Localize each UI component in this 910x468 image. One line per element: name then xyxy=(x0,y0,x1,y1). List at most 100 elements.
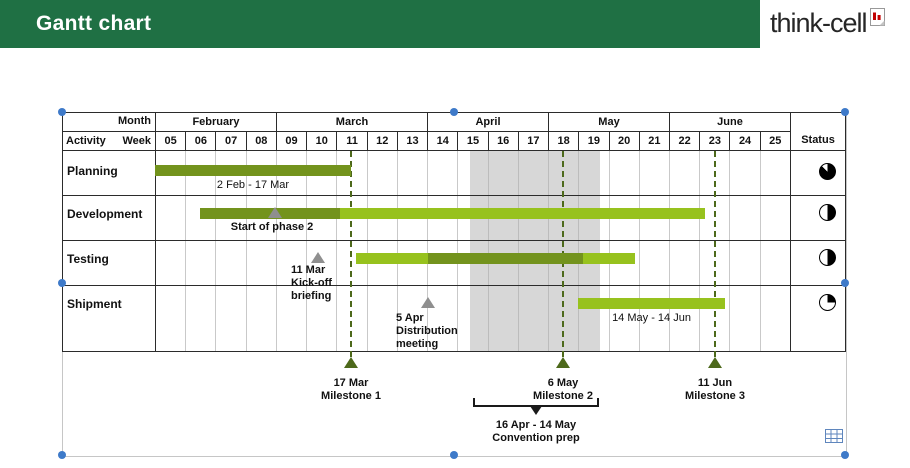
event-marker-phase2[interactable] xyxy=(268,207,282,218)
month-label: May xyxy=(598,115,620,128)
thinkcell-logo-page-icon xyxy=(869,8,885,26)
activity-week-header: Activity Week xyxy=(62,131,154,150)
grid-column xyxy=(156,151,187,351)
milestone-line-1[interactable] xyxy=(350,151,352,357)
week-cell: 25 xyxy=(769,134,782,147)
gantt-bar-planning[interactable] xyxy=(155,165,351,176)
selection-handle-bottom-left[interactable] xyxy=(58,451,66,459)
selection-handle-top-left[interactable] xyxy=(58,108,66,116)
status-column-separator xyxy=(790,112,791,352)
milestone-name: Milestone 2 xyxy=(533,390,593,402)
week-cell: 05 xyxy=(156,131,187,150)
week-cell: 12 xyxy=(368,131,398,150)
label-column-separator xyxy=(155,112,156,352)
grid-column xyxy=(761,151,790,351)
week-cell: 15 xyxy=(458,131,489,150)
table-border-right xyxy=(845,112,846,352)
grid-column xyxy=(216,151,247,351)
thinkcell-logo: think-cell xyxy=(770,8,885,38)
event-marker-distribution[interactable] xyxy=(421,297,435,308)
selection-handle-mid-right[interactable] xyxy=(841,279,849,287)
week-cell: 19 xyxy=(579,131,610,150)
week-cell: 18 xyxy=(549,131,580,150)
month-label: February xyxy=(192,115,240,128)
week-cell: 16 xyxy=(489,131,519,150)
row-separator xyxy=(62,195,846,196)
event-label-kickoff: 11 Mar Kick-off briefing xyxy=(291,264,332,303)
event-label-line: briefing xyxy=(291,290,332,302)
grid-column xyxy=(730,151,761,351)
activity-label-testing: Testing xyxy=(67,252,109,266)
month-cell: June xyxy=(670,112,790,131)
week-cell: 08 xyxy=(247,131,277,150)
milestone-date: 6 May xyxy=(547,377,579,389)
selection-handle-bottom-center[interactable] xyxy=(450,451,458,459)
bar-date-label-shipment: 14 May - 14 Jun xyxy=(612,312,691,324)
gantt-bar-testing-segment-3[interactable] xyxy=(583,253,635,264)
thinkcell-logo-text: think-cell xyxy=(770,8,868,38)
status-harvey-ball-planning[interactable] xyxy=(819,163,836,180)
gantt-bar-development-remaining[interactable] xyxy=(340,208,705,219)
week-cell: 20 xyxy=(610,131,640,150)
table-border-left xyxy=(62,112,63,352)
milestone-date: 11 Jun xyxy=(697,377,733,389)
activity-label-planning: Planning xyxy=(67,164,118,178)
month-label: June xyxy=(717,115,743,128)
selection-handle-bottom-right[interactable] xyxy=(841,451,849,459)
highlight-period-label: 16 Apr - 14 May Convention prep xyxy=(456,419,616,445)
selection-handle-mid-left[interactable] xyxy=(58,279,66,287)
week-cell: 14 xyxy=(428,131,459,150)
gantt-bar-testing-segment-2[interactable] xyxy=(428,253,583,264)
grid-column xyxy=(247,151,277,351)
highlight-period-band[interactable] xyxy=(470,151,600,351)
milestone-marker-2[interactable] xyxy=(556,357,570,368)
month-label: April xyxy=(475,115,501,128)
week-cell: 17 xyxy=(519,131,550,150)
milestone-date: 17 Mar xyxy=(333,377,369,389)
week-cell: 06 xyxy=(186,131,217,150)
event-marker-kickoff[interactable] xyxy=(311,252,325,263)
highlight-period-range: 16 Apr - 14 May xyxy=(495,419,577,431)
gantt-bar-testing-segment-1[interactable] xyxy=(356,253,428,264)
row-separator xyxy=(62,285,846,286)
month-week-separator xyxy=(62,131,790,132)
datasheet-icon[interactable] xyxy=(825,429,843,443)
milestone-marker-3[interactable] xyxy=(708,357,722,368)
week-cell: 13 xyxy=(398,131,429,150)
grid-column xyxy=(186,151,217,351)
milestone-name: Milestone 3 xyxy=(685,390,745,402)
status-harvey-ball-development[interactable] xyxy=(819,204,836,221)
week-cell: 11 xyxy=(337,131,368,150)
highlight-period-name: Convention prep xyxy=(492,432,580,444)
week-axis-label: Week xyxy=(122,134,151,147)
week-cell: 07 xyxy=(216,131,247,150)
table-border-bottom xyxy=(62,351,846,352)
row-separator xyxy=(62,240,846,241)
week-cell: 22 xyxy=(670,131,701,150)
grid-column xyxy=(307,151,338,351)
milestone-label-2: 6 May Milestone 2 xyxy=(503,377,623,403)
event-label-line: Kick-off xyxy=(291,277,332,289)
week-header-row: 05 06 07 08 09 10 11 12 13 14 15 16 17 1… xyxy=(156,131,790,150)
period-bracket-arrow xyxy=(530,406,542,415)
grid-column xyxy=(337,151,368,351)
milestone-label-3: 11 Jun Milestone 3 xyxy=(655,377,775,403)
milestone-line-3[interactable] xyxy=(714,151,716,357)
month-cell: February xyxy=(156,112,277,131)
month-header-row: February March April May June xyxy=(156,112,790,131)
month-cell: March xyxy=(277,112,428,131)
status-harvey-ball-shipment[interactable] xyxy=(819,294,836,311)
selection-handle-top-center[interactable] xyxy=(450,108,458,116)
week-cell: 09 xyxy=(277,131,308,150)
status-harvey-ball-testing[interactable] xyxy=(819,249,836,266)
month-axis-label: Month xyxy=(118,115,151,127)
gantt-bar-shipment[interactable] xyxy=(578,298,725,309)
selection-handle-top-right[interactable] xyxy=(841,108,849,116)
week-cell: 21 xyxy=(640,131,670,150)
milestone-marker-1[interactable] xyxy=(344,357,358,368)
grid-column xyxy=(579,151,610,351)
grid-column xyxy=(368,151,398,351)
event-label-phase2: Start of phase 2 xyxy=(230,221,314,233)
slide-title: Gantt chart xyxy=(36,12,152,35)
status-column-header: Status xyxy=(801,134,835,146)
